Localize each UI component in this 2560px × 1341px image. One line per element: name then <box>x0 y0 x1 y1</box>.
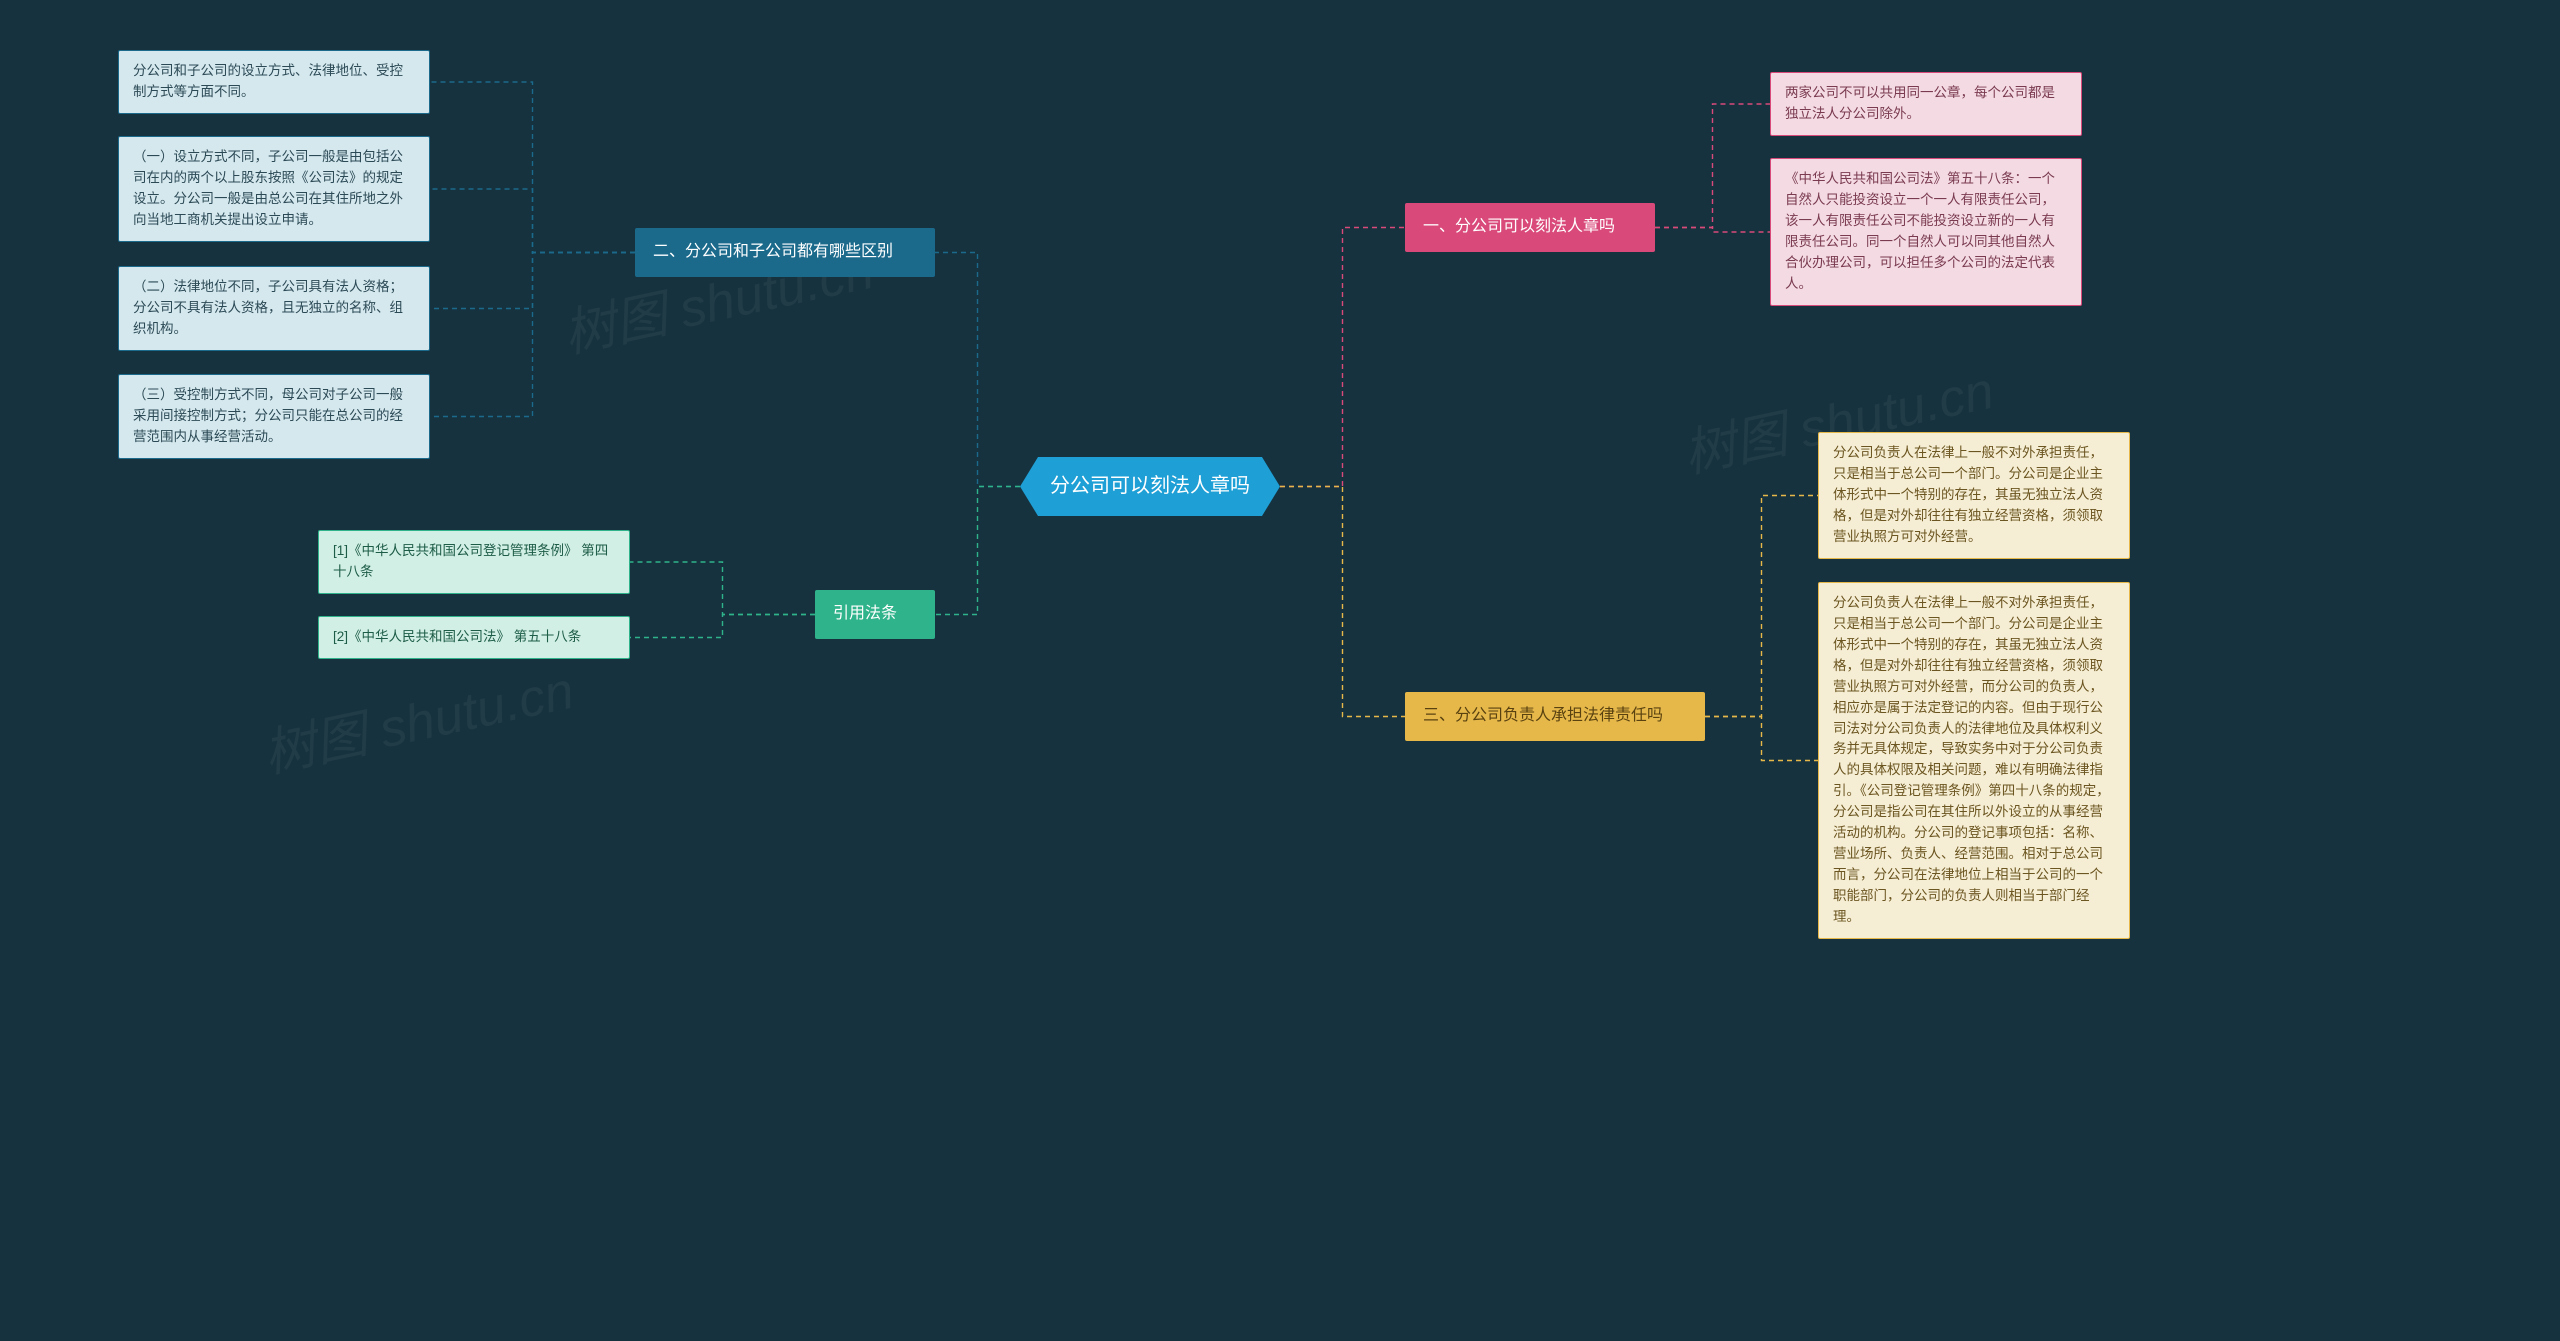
branch-1-label: 一、分公司可以刻法人章吗 <box>1423 218 1615 235</box>
watermark: 树图 shutu.cn <box>256 648 580 787</box>
leaf-text: 《中华人民共和国公司法》第五十八条：一个自然人只能投资设立一个一人有限责任公司，… <box>1785 171 2055 291</box>
branch-4-label: 引用法条 <box>833 605 897 622</box>
mindmap-canvas: 树图 shutu.cn 树图 shutu.cn 树图 shutu.cn 分公司可… <box>0 0 2560 1341</box>
branch-3-label: 三、分公司负责人承担法律责任吗 <box>1423 707 1663 724</box>
leaf-text: 两家公司不可以共用同一公章，每个公司都是独立法人分公司除外。 <box>1785 85 2055 121</box>
branch-4[interactable]: 引用法条 <box>815 590 935 639</box>
root-label: 分公司可以刻法人章吗 <box>1050 475 1250 497</box>
branch-1[interactable]: 一、分公司可以刻法人章吗 <box>1405 203 1655 252</box>
leaf-text: [1]《中华人民共和国公司登记管理条例》 第四十八条 <box>333 543 608 579</box>
branch-3-leaf-1[interactable]: 分公司负责人在法律上一般不对外承担责任，只是相当于总公司一个部门。分公司是企业主… <box>1818 582 2130 939</box>
branch-1-leaf-1[interactable]: 《中华人民共和国公司法》第五十八条：一个自然人只能投资设立一个一人有限责任公司，… <box>1770 158 2082 306</box>
leaf-text: （一）设立方式不同，子公司一般是由包括公司在内的两个以上股东按照《公司法》的规定… <box>133 149 403 227</box>
branch-3-leaf-0[interactable]: 分公司负责人在法律上一般不对外承担责任，只是相当于总公司一个部门。分公司是企业主… <box>1818 432 2130 559</box>
branch-3[interactable]: 三、分公司负责人承担法律责任吗 <box>1405 692 1705 741</box>
leaf-text: 分公司负责人在法律上一般不对外承担责任，只是相当于总公司一个部门。分公司是企业主… <box>1833 595 2110 924</box>
branch-4-leaf-1[interactable]: [2]《中华人民共和国公司法》 第五十八条 <box>318 616 630 659</box>
root-node[interactable]: 分公司可以刻法人章吗 <box>1020 457 1280 516</box>
branch-4-leaf-0[interactable]: [1]《中华人民共和国公司登记管理条例》 第四十八条 <box>318 530 630 594</box>
leaf-text: 分公司和子公司的设立方式、法律地位、受控制方式等方面不同。 <box>133 63 403 99</box>
branch-2-leaf-3[interactable]: （三）受控制方式不同，母公司对子公司一般采用间接控制方式；分公司只能在总公司的经… <box>118 374 430 459</box>
branch-2[interactable]: 二、分公司和子公司都有哪些区别 <box>635 228 935 277</box>
leaf-text: （二）法律地位不同，子公司具有法人资格；分公司不具有法人资格，且无独立的名称、组… <box>133 279 403 336</box>
leaf-text: 分公司负责人在法律上一般不对外承担责任，只是相当于总公司一个部门。分公司是企业主… <box>1833 445 2103 544</box>
branch-2-leaf-0[interactable]: 分公司和子公司的设立方式、法律地位、受控制方式等方面不同。 <box>118 50 430 114</box>
branch-1-leaf-0[interactable]: 两家公司不可以共用同一公章，每个公司都是独立法人分公司除外。 <box>1770 72 2082 136</box>
leaf-text: [2]《中华人民共和国公司法》 第五十八条 <box>333 629 581 644</box>
branch-2-leaf-1[interactable]: （一）设立方式不同，子公司一般是由包括公司在内的两个以上股东按照《公司法》的规定… <box>118 136 430 242</box>
leaf-text: （三）受控制方式不同，母公司对子公司一般采用间接控制方式；分公司只能在总公司的经… <box>133 387 403 444</box>
branch-2-label: 二、分公司和子公司都有哪些区别 <box>653 243 893 260</box>
branch-2-leaf-2[interactable]: （二）法律地位不同，子公司具有法人资格；分公司不具有法人资格，且无独立的名称、组… <box>118 266 430 351</box>
